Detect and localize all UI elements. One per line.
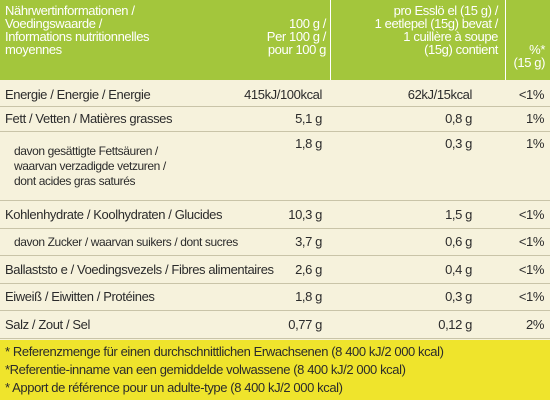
header-text: (15 g) [513, 55, 545, 70]
row-label: dont acides gras saturés [14, 174, 136, 188]
per-100g: 5,1 g [295, 111, 322, 126]
row-divider [0, 255, 550, 256]
header-text: Informations nutritionnelles [5, 29, 150, 44]
header-text: (15g) contient [424, 42, 498, 57]
percent: <1% [518, 289, 545, 304]
per-portion: 62kJ/15kcal [407, 86, 473, 102]
header-text: 1 cuillère à soupe [403, 29, 498, 44]
row-label: Ballaststo e / Voedingsvezels / Fibres a… [5, 261, 274, 277]
per-100g: 0,77 g [288, 316, 322, 332]
header-text: pro Esslö el (15 g) / [393, 3, 499, 18]
per-100g: 10,3 g [288, 206, 322, 222]
row-label: Kohlenhydrate / Koolhydraten / Glucides [5, 206, 223, 222]
divider [505, 0, 506, 80]
header-text: Per 100 g / [266, 29, 327, 44]
footnote: *Referentie-inname van een gemiddelde vo… [5, 362, 406, 377]
per-portion: 0,3 g [445, 136, 472, 151]
per-portion: 0,3 g [445, 289, 472, 304]
row-label: davon gesättigte Fettsäuren / [14, 144, 158, 158]
footnote: * Apport de référence pour un adulte-typ… [5, 380, 343, 395]
percent: 2% [526, 316, 544, 332]
per-portion: 0,4 g [445, 261, 472, 277]
percent: <1% [518, 261, 545, 277]
row-divider [0, 200, 550, 201]
percent: 1% [526, 111, 544, 126]
row-divider [0, 228, 550, 229]
row-label: davon Zucker / waarvan suikers / dont su… [14, 235, 238, 249]
per-100g: 1,8 g [295, 289, 322, 304]
header-text: pour 100 g [267, 42, 327, 57]
row-divider [0, 106, 550, 107]
percent: <1% [518, 86, 545, 102]
row-label: Fett / Vetten / Matières grasses [5, 111, 173, 126]
per-100g: 1,8 g [295, 136, 322, 151]
per-100g: 2,6 g [295, 261, 322, 277]
percent: 1% [526, 136, 544, 151]
row-label: Salz / Zout / Sel [5, 316, 90, 332]
row-divider [0, 338, 550, 339]
percent: <1% [518, 234, 545, 249]
per-portion: 0,8 g [445, 111, 472, 126]
row-divider [0, 283, 550, 284]
divider [330, 0, 331, 80]
row-label: Energie / Energie / Energie [5, 86, 151, 102]
per-100g: 3,7 g [295, 234, 322, 249]
header-text: Voedingswaarde / [5, 16, 102, 31]
row-label: waarvan verzadigde vetzuren / [14, 159, 166, 173]
header-text: moyennes [5, 42, 62, 57]
header-text: 100 g / [289, 16, 326, 31]
per-portion: 1,5 g [445, 206, 472, 222]
row-divider [0, 131, 550, 132]
header-text: Nährwertinformationen / [5, 3, 135, 18]
percent: <1% [518, 206, 545, 222]
footnote: * Referenzmenge für einen durchschnittli… [5, 344, 444, 359]
header-text: %* [529, 42, 545, 57]
header-text: 1 eetlepel (15g) bevat / [374, 16, 499, 31]
row-divider [0, 310, 550, 311]
per-100g: 415kJ/100kcal [244, 86, 322, 102]
row-label: Eiweiß / Eiwitten / Protéines [5, 289, 155, 304]
footer-band [0, 340, 550, 400]
header-band [0, 0, 550, 80]
per-portion: 0,6 g [445, 234, 472, 249]
per-portion: 0,12 g [438, 316, 472, 332]
